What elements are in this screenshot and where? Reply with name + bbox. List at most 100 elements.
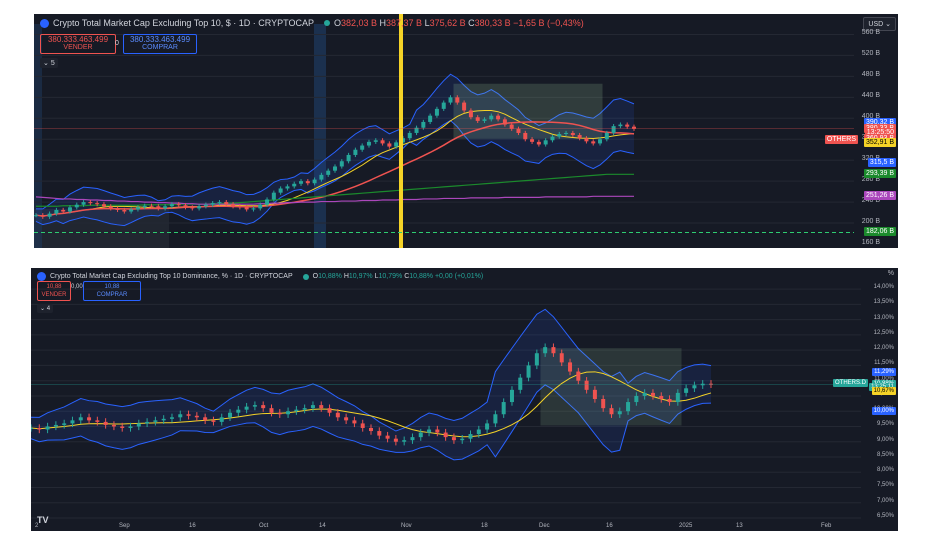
chart-panel-dominance[interactable]: Crypto Total Market Cap Excluding Top 10…: [31, 268, 898, 531]
buy-button[interactable]: 380.333.463.499 COMPRAR: [123, 34, 197, 54]
y-tick-label: 440 B: [861, 92, 880, 100]
cryptocap-logo-icon: [40, 18, 49, 28]
candle-body: [632, 126, 636, 129]
candle-body: [285, 186, 290, 189]
price-tag: 293,39 B: [863, 169, 896, 179]
candle-body: [387, 143, 392, 147]
x-tick-label: Dec: [539, 523, 550, 529]
candle-body: [441, 102, 446, 109]
candle-body: [70, 420, 75, 424]
candle-body: [455, 97, 460, 103]
indicators-toggle-button-2[interactable]: ⌄ 4: [37, 304, 54, 313]
candle-body: [692, 385, 697, 389]
ohlc-readout: O382,03 B H387,37 B L375,62 B C380,33 B …: [333, 18, 584, 28]
y-tick-label: 560 B: [861, 29, 880, 37]
candle-body: [190, 207, 195, 209]
currency-select[interactable]: USD ⌄: [863, 17, 896, 31]
candle-body: [414, 127, 419, 133]
highlight-column: [314, 24, 326, 248]
candle-body: [509, 389, 514, 403]
candle-body: [326, 170, 331, 175]
candle-body: [576, 371, 581, 381]
candle-body: [617, 411, 622, 415]
symbol-tag-2: OTHERS.D: [832, 379, 868, 387]
candle-body: [489, 115, 494, 120]
dominance-chart-svg[interactable]: [31, 268, 898, 531]
market-cap-chart-svg[interactable]: [34, 14, 898, 248]
x-tick-label: 2025: [679, 523, 693, 529]
candle-body: [568, 362, 573, 372]
candle-body: [265, 199, 270, 205]
chevron-down-icon: ⌄: [40, 306, 46, 312]
chart-header-2: Crypto Total Market Cap Excluding Top 10…: [37, 272, 483, 281]
candle-body: [319, 405, 324, 409]
candle-body: [231, 204, 236, 207]
candle-body: [428, 115, 433, 122]
candle-body: [95, 420, 100, 422]
buy-value-2: 10,88: [104, 284, 120, 290]
y-tick-label: 480 B: [861, 71, 880, 79]
buy-label: COMPRAR: [142, 44, 178, 51]
candle-body: [394, 142, 399, 147]
x-tick-label: 16: [606, 523, 613, 529]
currency-label[interactable]: %: [887, 270, 894, 277]
candle-body: [327, 408, 332, 413]
y-tick-label: 13,50%: [873, 299, 894, 306]
candle-body: [67, 207, 72, 212]
candle-body: [598, 139, 603, 144]
candle-body: [335, 412, 340, 418]
candle-body: [224, 202, 229, 205]
sell-button-2[interactable]: 10,88 VENDER: [37, 281, 71, 301]
x-tick-label: Nov: [401, 523, 412, 529]
candle-body: [149, 205, 154, 207]
candle-body: [111, 424, 116, 427]
candle-body: [294, 409, 299, 412]
candle-body: [203, 204, 208, 207]
chart-panel-market-cap[interactable]: Crypto Total Market Cap Excluding Top 10…: [34, 14, 898, 248]
price-tag: 13:25:50: [864, 128, 896, 138]
candle-body: [47, 213, 52, 217]
candle-body: [176, 204, 181, 206]
bollinger-lower-line: [31, 384, 712, 461]
y-tick-label: 11,50%: [874, 360, 894, 367]
candle-body: [286, 411, 291, 415]
candle-body: [642, 392, 647, 396]
y-tick-label: 7,50%: [876, 482, 894, 489]
y-tick-label: 280 B: [861, 176, 880, 184]
y-tick-label: 12,00%: [873, 345, 894, 352]
candle-body: [339, 161, 344, 167]
candle-body: [518, 377, 523, 390]
buy-button-2[interactable]: 10,88 COMPRAR: [83, 281, 141, 301]
candle-body: [609, 408, 614, 415]
candle-body: [523, 132, 528, 140]
y-tick-label: 14,00%: [873, 284, 894, 291]
candle-body: [299, 181, 304, 184]
y-tick-label: 9,50%: [876, 421, 894, 428]
ma-purple-line: [35, 195, 634, 205]
candle-body: [62, 423, 67, 425]
candle-body: [557, 134, 562, 137]
y-tick-label: 13,00%: [873, 314, 894, 321]
candle-body: [169, 204, 174, 207]
sell-button[interactable]: 380.333.463.499 VENDER: [40, 34, 116, 54]
candle-body: [302, 408, 307, 410]
y-tick-label: 200 B: [861, 218, 880, 226]
candle-body: [516, 128, 521, 133]
candle-body: [509, 124, 514, 129]
candle-body: [485, 423, 490, 430]
candle-body: [128, 426, 133, 428]
candle-body: [194, 415, 199, 418]
candle-body: [551, 347, 556, 354]
candle-body: [570, 132, 575, 136]
candle-body: [45, 426, 50, 430]
y-tick-label: 9,00%: [876, 436, 894, 443]
indicators-toggle-button[interactable]: ⌄ 5: [40, 58, 58, 68]
candle-body: [277, 412, 282, 415]
sell-value: 380.333.463.499: [47, 35, 109, 44]
highlight-column-left: [34, 24, 42, 248]
candle-body: [402, 440, 407, 442]
price-tag: 11,29%: [872, 367, 896, 376]
candle-body: [312, 179, 317, 184]
buy-label-2: COMPRAR: [96, 292, 128, 298]
sell-value-2: 10,88: [46, 284, 62, 290]
